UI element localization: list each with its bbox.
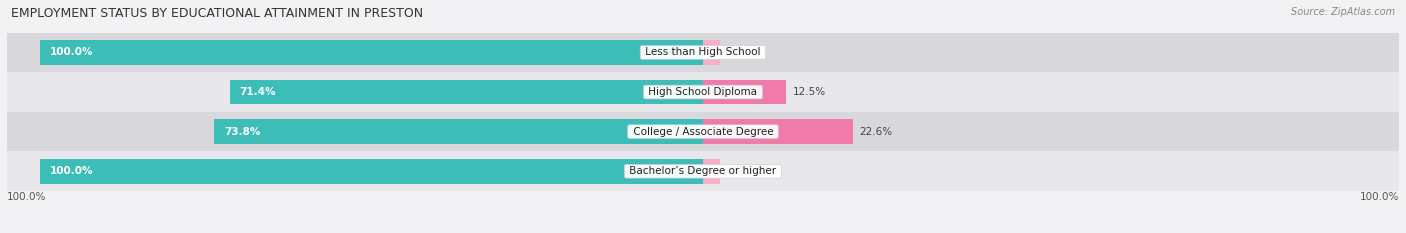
Bar [703, 80, 786, 104]
Bar [41, 40, 703, 65]
Text: College / Associate Degree: College / Associate Degree [630, 127, 776, 137]
Bar [229, 80, 703, 104]
Text: 0.0%: 0.0% [725, 48, 752, 57]
Bar [7, 72, 1399, 112]
Text: 22.6%: 22.6% [859, 127, 893, 137]
Text: 100.0%: 100.0% [7, 192, 46, 202]
Text: 0.0%: 0.0% [725, 166, 752, 176]
Text: Less than High School: Less than High School [643, 48, 763, 57]
Bar [7, 33, 1399, 72]
Text: High School Diploma: High School Diploma [645, 87, 761, 97]
Bar [703, 119, 853, 144]
Bar [703, 159, 720, 184]
Text: Source: ZipAtlas.com: Source: ZipAtlas.com [1291, 7, 1395, 17]
Bar [7, 112, 1399, 151]
Bar [703, 40, 720, 65]
Bar [41, 159, 703, 184]
Text: EMPLOYMENT STATUS BY EDUCATIONAL ATTAINMENT IN PRESTON: EMPLOYMENT STATUS BY EDUCATIONAL ATTAINM… [11, 7, 423, 20]
Text: 71.4%: 71.4% [239, 87, 276, 97]
Text: 100.0%: 100.0% [51, 48, 94, 57]
Bar [7, 151, 1399, 191]
Text: 100.0%: 100.0% [1360, 192, 1399, 202]
Text: 73.8%: 73.8% [224, 127, 260, 137]
Text: Bachelor’s Degree or higher: Bachelor’s Degree or higher [626, 166, 780, 176]
Text: 12.5%: 12.5% [793, 87, 825, 97]
Text: 100.0%: 100.0% [51, 166, 94, 176]
Bar [214, 119, 703, 144]
